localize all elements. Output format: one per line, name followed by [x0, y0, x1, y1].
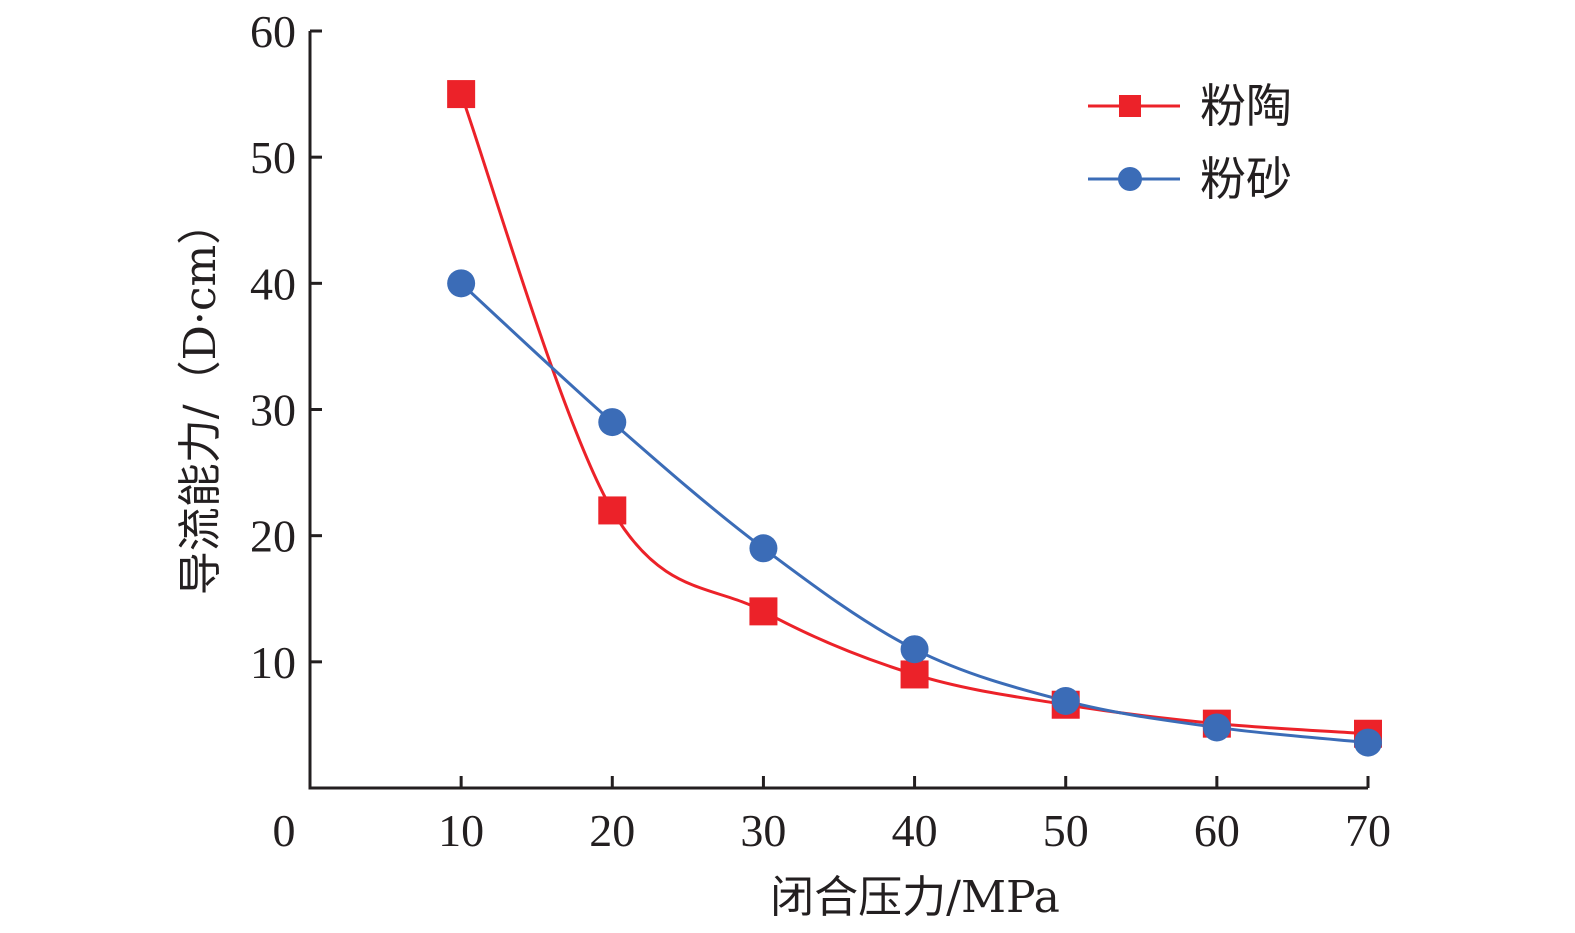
ticks [310, 29, 1370, 788]
data-point-circle [1202, 713, 1231, 742]
legend-label: 粉砂 [1200, 152, 1292, 206]
data-point-square [749, 597, 778, 626]
data-point-circle [900, 635, 929, 664]
y-tick-label: 60 [250, 6, 296, 57]
x-tick-label: 70 [1345, 805, 1391, 856]
y-tick-label: 50 [250, 132, 296, 183]
data-point-circle [1354, 728, 1382, 757]
x-tick-label: 30 [740, 805, 786, 856]
series-markers [447, 80, 1382, 757]
y-tick-label: 40 [250, 258, 296, 309]
legend-item-2: 粉砂 [1088, 152, 1292, 206]
x-tick-label: 40 [892, 805, 938, 856]
tick-labels: 10 20 30 40 50 60 0 10 20 30 40 50 60 70 [250, 6, 1391, 856]
x-tick-label: 10 [438, 805, 484, 856]
data-point-circle [447, 269, 476, 298]
data-point-circle [598, 408, 627, 437]
axis-lines [308, 31, 1368, 790]
x-tick-label: 0 [273, 805, 296, 856]
y-tick-label: 30 [250, 385, 296, 436]
legend-square-marker [1119, 95, 1141, 117]
legend-circle-marker [1118, 167, 1142, 191]
y-axis-title: 导流能力/（D·cm） [175, 201, 226, 595]
data-point-square [447, 80, 476, 109]
x-axis-title: 闭合压力/MPa [770, 872, 1060, 923]
x-tick-label: 60 [1194, 805, 1240, 856]
x-tick-label: 20 [589, 805, 635, 856]
data-point-circle [1051, 686, 1080, 715]
legend-label: 粉陶 [1200, 79, 1292, 133]
data-point-square [900, 660, 929, 689]
data-point-square [598, 496, 627, 525]
axes [308, 31, 1368, 790]
legend-item-1: 粉陶 [1088, 79, 1292, 133]
data-point-circle [749, 534, 778, 563]
x-tick-label: 50 [1043, 805, 1089, 856]
y-tick-label: 10 [250, 637, 296, 688]
y-tick-label: 20 [250, 511, 296, 562]
